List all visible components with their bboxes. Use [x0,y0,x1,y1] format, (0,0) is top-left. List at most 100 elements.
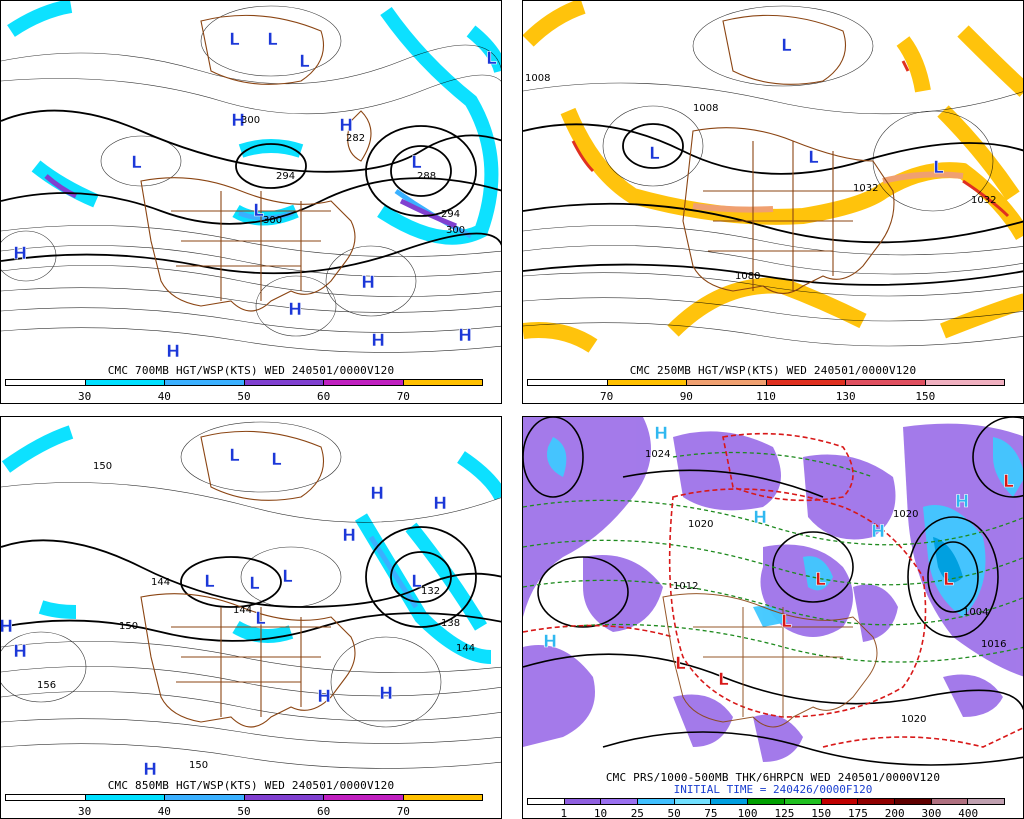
low-pressure-label: L [229,30,240,50]
panel-pressure-thickness: H H H H H L L L L L L 1020 1020 1004 101… [522,416,1024,819]
low-pressure-label: L [299,52,310,72]
low-pressure-label: L [815,570,826,590]
high-pressure-label: H [371,331,385,351]
low-pressure-label: L [411,572,422,592]
color-swatch [858,799,895,804]
contour-value: 1016 [981,639,1006,650]
isobars [523,417,1023,766]
panel-850mb: H H H H H H H H L L L L L L L 144 150 14… [0,416,502,819]
panel-250mb: L L L L 1008 1008 1032 1080 1032 CMC 250… [522,0,1024,404]
contours-thin [1,421,501,769]
scale-tick: 70 [600,390,614,403]
color-swatch [6,380,86,385]
scale-tick: 175 [847,807,868,819]
scale-tick: 50 [667,807,681,819]
high-pressure-label: H [458,326,472,346]
color-scale-ticks: 1 10 25 50 75 100 125 150 175 200 300 40… [527,807,1005,819]
color-swatch [766,380,846,385]
high-pressure-label: H [231,111,245,131]
map-700mb: H H H H H H H H L L L L L L L 294 288 29… [1,1,501,361]
high-pressure-label: H [317,687,331,707]
scale-tick: 10 [593,807,608,819]
color-swatch [784,799,822,804]
high-pressure-label: H [13,244,27,264]
color-swatch [6,795,86,800]
color-swatch [244,380,324,385]
thickness-contours-red [523,432,1023,748]
color-swatch [324,380,404,385]
scale-tick: 110 [756,390,776,403]
low-pressure-label: L [781,36,792,56]
scale-tick: 30 [78,805,92,818]
scale-tick: 50 [237,805,251,818]
contours-thick [523,123,1023,286]
contours-thin [523,5,1023,347]
geography-boundaries [140,14,372,312]
contour-value: 1032 [971,195,996,206]
color-swatch [403,795,482,800]
contour-value: 1004 [963,607,988,618]
panel-caption: CMC PRS/1000-500MB THK/6HRPCN WED 240501… [605,771,941,784]
color-swatch [846,380,926,385]
contour-value: 144 [456,643,475,654]
color-swatch [564,799,602,804]
scale-tick: 90 [679,390,693,403]
low-pressure-label: L [486,49,497,69]
contours-thick [1,526,501,642]
color-swatch [244,795,324,800]
contour-value: 282 [346,133,365,144]
contour-value: 144 [233,605,252,616]
panel-caption: CMC 250MB HGT/WSP(KTS) WED 240501/0000V1… [629,364,917,377]
high-pressure-label: H [166,342,180,361]
color-scale-ticks: 70 90 110 130 150 [527,390,1005,403]
contour-value: 294 [441,209,460,220]
contour-value: 144 [151,577,170,588]
low-pressure-label: L [229,446,240,466]
scale-tick: 200 [884,807,905,819]
scale-tick: 1 [560,807,568,819]
low-pressure-label: L [131,153,142,173]
low-pressure-label: L [271,450,282,470]
contours-thin [1,5,501,353]
color-swatch [85,795,165,800]
contour-value: 1008 [693,103,718,114]
color-swatch [607,380,687,385]
high-pressure-label: H [1,617,13,637]
geography-boundaries [682,14,895,295]
contour-value: 132 [421,586,440,597]
color-scale [5,794,483,801]
panel-caption: CMC 850MB HGT/WSP(KTS) WED 240501/0000V1… [107,779,395,792]
map-850mb: H H H H H H H H L L L L L L L 144 150 14… [1,421,501,775]
thickness-contours-green [523,451,1023,663]
low-pressure-label: L [943,570,954,590]
contour-value: 1020 [901,714,926,725]
scale-tick: 40 [157,805,171,818]
contour-value: 156 [37,680,56,691]
high-pressure-label: H [13,642,27,662]
high-pressure-label: H [288,300,302,320]
color-swatch [925,380,1004,385]
contour-value: 1012 [673,581,698,592]
low-pressure-label: L [649,144,660,164]
scale-tick: 100 [737,807,758,819]
color-swatch [931,799,969,804]
contour-value: 288 [417,171,436,182]
initial-time-caption: INITIAL TIME = 240426/0000F120 [673,783,873,796]
contour-value: 1080 [735,271,760,282]
high-pressure-label: H [370,484,384,504]
low-pressure-label: L [1003,472,1014,492]
low-pressure-label: L [255,609,266,629]
map-pressure-thickness: H H H H H L L L L L L 1020 1020 1004 101… [523,417,1023,766]
color-scale [527,379,1005,386]
color-swatch [403,380,482,385]
color-swatch [165,795,245,800]
low-pressure-label: L [204,572,215,592]
high-pressure-label: H [339,116,353,136]
contour-value: 150 [189,760,208,771]
color-swatch [528,380,608,385]
color-scale-ticks: 30 40 50 60 70 [5,805,483,818]
map-250mb: L L L L 1008 1008 1032 1080 1032 [523,1,1023,353]
low-pressure-label: L [933,158,944,178]
scale-tick: 400 [958,807,979,819]
contour-value: 1024 [645,449,670,460]
